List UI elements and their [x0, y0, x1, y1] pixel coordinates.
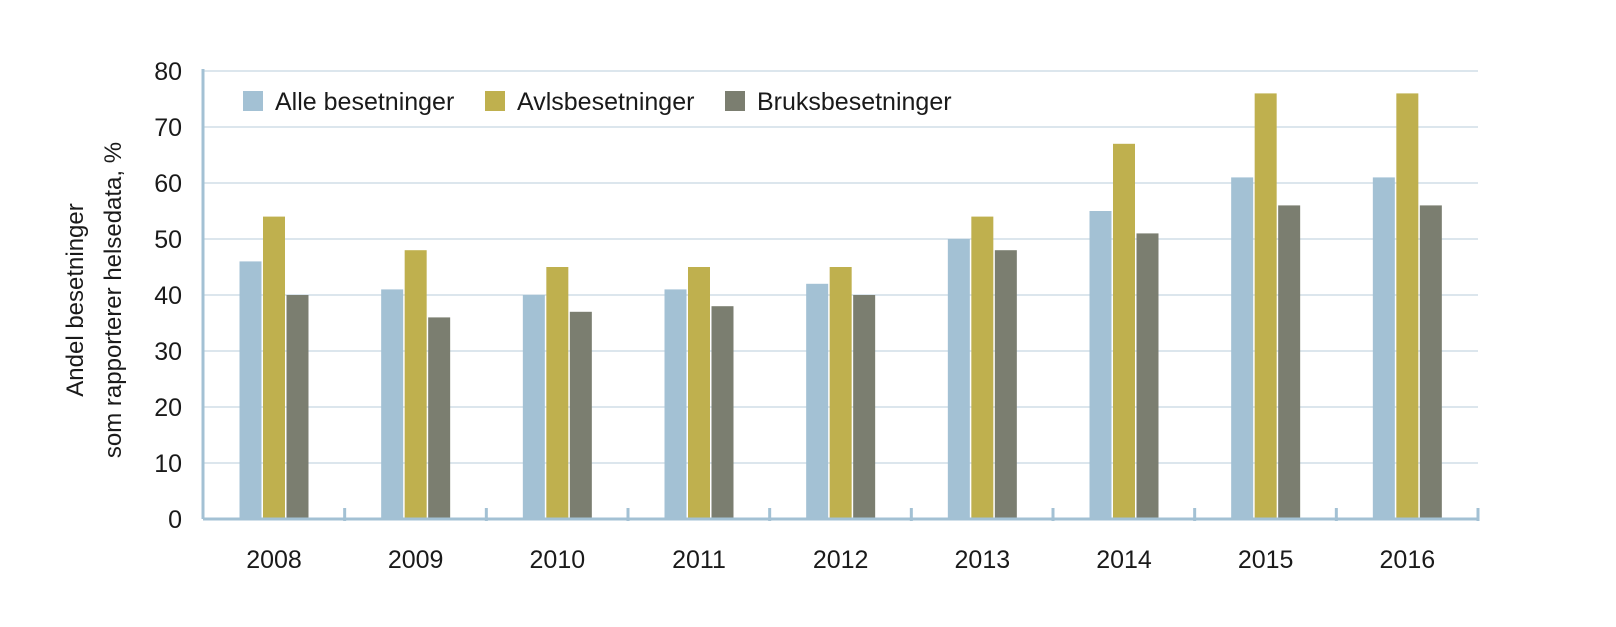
x-tick-labels: 2008 2009 2010 2011 2012 2013 2014 2015 2016 [246, 546, 1435, 574]
legend: Alle besetninger Avlsbesetninger Bruksbese… [243, 88, 952, 116]
y-tick-label: 80 [154, 58, 182, 86]
bar-alle-besetninger-2008 [239, 261, 262, 519]
y-tick-label: 10 [154, 450, 182, 478]
bar-bruksbesetninger-2015 [1278, 205, 1301, 519]
y-tick-label: 60 [154, 170, 182, 198]
bar-avlsbesetninger-2013 [971, 216, 994, 519]
bar-alle-besetninger-2010 [522, 295, 545, 519]
legend-swatch [485, 91, 505, 111]
y-axis-label-line-1: Andel besetninger [62, 203, 89, 396]
bar-avlsbesetninger-2008 [263, 216, 285, 519]
axes [201, 69, 1480, 521]
bar-bruksbesetninger-2014 [1136, 233, 1159, 519]
bar-bruksbesetninger-2011 [711, 306, 734, 519]
bar-avlsbesetninger-2010 [546, 267, 569, 519]
bar-alle-besetninger-2012 [806, 283, 829, 519]
legend-label: Alle besetninger [275, 88, 454, 116]
x-tick-label: 2008 [246, 546, 302, 574]
x-tick-label: 2015 [1238, 546, 1294, 574]
y-tick-label: 70 [154, 114, 182, 142]
bar-alle-besetninger-2009 [381, 289, 404, 519]
y-tick-label: 0 [168, 506, 182, 534]
legend-swatch [243, 91, 263, 111]
y-tick-label: 50 [154, 226, 182, 254]
legend-label: Avlsbesetninger [517, 88, 694, 116]
bar-bruksbesetninger-2012 [853, 295, 876, 519]
bar-avlsbesetninger-2009 [404, 250, 427, 519]
x-tick-label: 2012 [813, 546, 869, 574]
bar-alle-besetninger-2014 [1089, 211, 1112, 519]
bar-bruksbesetninger-2016 [1419, 205, 1442, 519]
bar-alle-besetninger-2013 [947, 239, 970, 519]
bar-alle-besetninger-2011 [664, 289, 687, 519]
y-axis-label: Andel besetninger som rapporterer helseda… [62, 142, 127, 458]
bar-bruksbesetninger-2010 [569, 311, 592, 519]
y-tick-label: 30 [154, 338, 182, 366]
y-axis-label-line-2: som rapporterer helsedata, % [100, 142, 127, 458]
bar-bruksbesetninger-2009 [428, 317, 451, 519]
x-tick-label: 2009 [388, 546, 444, 574]
bars [239, 93, 1442, 520]
bar-avlsbesetninger-2014 [1113, 143, 1135, 520]
bar-avlsbesetninger-2015 [1254, 93, 1277, 520]
x-tick-label: 2014 [1096, 546, 1152, 574]
bar-avlsbesetninger-2011 [688, 267, 710, 519]
bar-avlsbesetninger-2012 [829, 267, 852, 519]
y-tick-labels: 0 10 20 30 40 50 60 70 80 [154, 58, 182, 534]
legend-swatch [725, 91, 745, 111]
y-tick-label: 20 [154, 394, 182, 422]
x-tick-label: 2011 [672, 546, 726, 574]
bar-alle-besetninger-2015 [1231, 177, 1254, 519]
bar-avlsbesetninger-2016 [1396, 93, 1419, 520]
legend-label: Bruksbesetninger [757, 88, 952, 116]
bar-alle-besetninger-2016 [1372, 177, 1395, 519]
x-tick-label: 2016 [1380, 546, 1436, 574]
x-tick-label: 2010 [530, 546, 586, 574]
x-tick-label: 2013 [955, 546, 1011, 574]
bar-bruksbesetninger-2008 [286, 295, 309, 519]
y-tick-label: 40 [154, 282, 182, 310]
bar-bruksbesetninger-2013 [994, 250, 1017, 519]
